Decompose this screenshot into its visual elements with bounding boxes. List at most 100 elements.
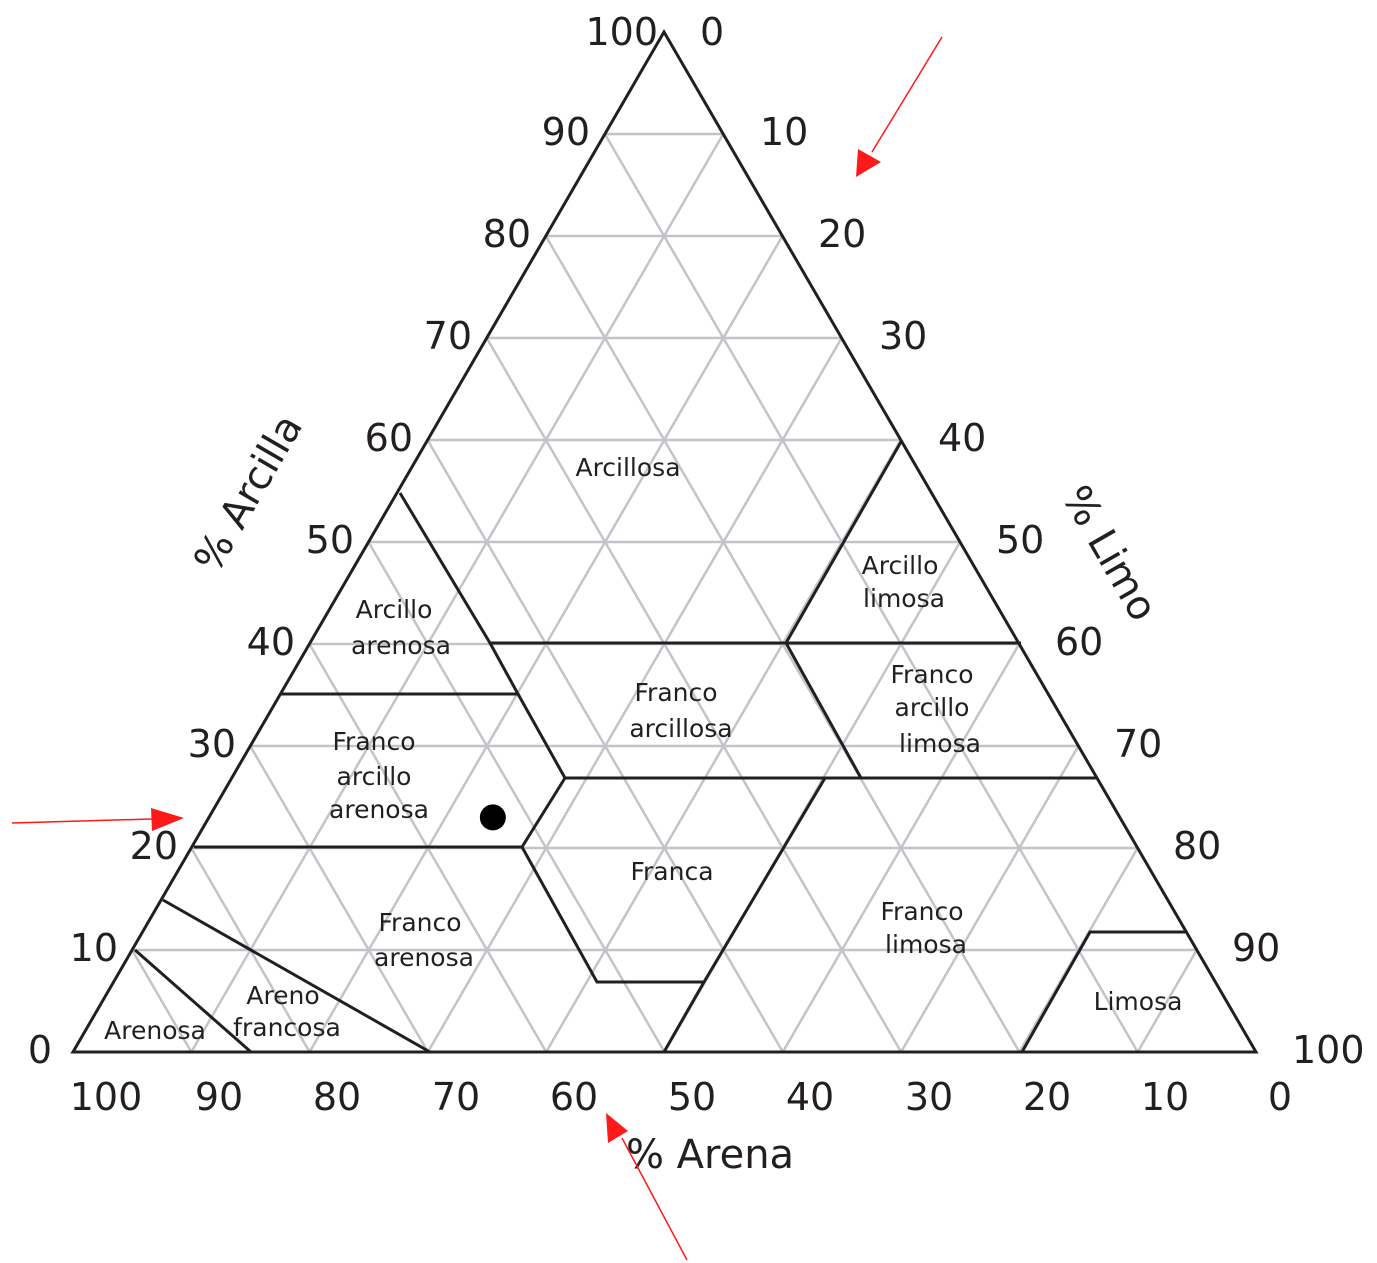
silt-axis-title: % Limo (1052, 478, 1166, 629)
sand-tick: 60 (550, 1075, 598, 1119)
region-arcillosa-line: Arcillosa (575, 453, 680, 482)
boundary-franco-limosa (662, 981, 706, 1053)
grid-line-silt (190, 133, 725, 1053)
boundary-franco-arenosa (162, 898, 431, 1054)
silt-tick: 30 (879, 314, 927, 358)
region-franco-arenosa-line: Franco (379, 908, 462, 937)
boundary-franco-arcillosa (516, 693, 1098, 780)
class-boundaries (134, 439, 1187, 1054)
silt-ticks: 0 10 20 30 40 50 60 70 80 90 100 (700, 10, 1365, 1072)
region-franco-arcillo-limosa-line: limosa (899, 729, 981, 758)
region-franca: Franca (630, 857, 713, 886)
grid-line-sand (249, 745, 429, 1053)
sand-tick: 80 (313, 1075, 361, 1119)
red-arrows (11, 36, 943, 1261)
region-franco-arcillo-arenosa: Franco arcillo arenosa (329, 727, 429, 824)
sand-tick: 20 (1023, 1075, 1071, 1119)
silt-tick: 100 (1292, 1028, 1365, 1072)
clay-tick: 40 (247, 620, 295, 664)
clay-ticks: 0 10 20 30 40 50 60 70 80 90 100 (28, 10, 658, 1072)
region-limosa: Limosa (1094, 987, 1183, 1016)
grid-line-sand (131, 949, 193, 1053)
region-franco-limosa-line: Franco (881, 897, 964, 926)
grid-line-sand (603, 133, 1139, 1053)
region-arcillo-limosa: Arcillo limosa (862, 551, 947, 613)
clay-tick: 90 (542, 110, 590, 154)
region-franco-arcillosa: Franco arcillosa (629, 678, 732, 743)
sand-tick: 0 (1268, 1075, 1292, 1119)
silt-tick: 70 (1114, 722, 1162, 766)
region-arcillo-arenosa-line: arenosa (351, 631, 451, 660)
grid-line-sand (367, 541, 666, 1053)
region-franco-arcillo-limosa-line: Franco (891, 660, 974, 689)
sand-tick: 40 (786, 1075, 834, 1119)
boundary-limosa (1020, 930, 1187, 1053)
sand-ticks: 100 90 80 70 60 50 40 30 20 10 0 (70, 1075, 1292, 1119)
region-franco-arcillo-arenosa-line: arenosa (329, 795, 429, 824)
silt-tick: 90 (1232, 926, 1280, 970)
region-arenosa: Arenosa (104, 1016, 206, 1045)
region-franco-arcillo-limosa: Franco arcillo limosa (891, 660, 982, 758)
grid-line-silt (426, 337, 843, 1053)
region-franco-arenosa-line: arenosa (374, 943, 474, 972)
region-franco-arcillosa-line: arcillosa (629, 714, 732, 743)
region-labels: Arcillosa Arcillo limosa Arcillo arenosa… (104, 453, 1182, 1045)
sample-point-marker (479, 804, 506, 831)
grid-lines (131, 132, 1198, 1053)
region-areno-francosa: Areno francosa (233, 981, 341, 1042)
region-franco-arenosa: Franco arenosa (374, 908, 474, 972)
region-franco-arcillosa-line: Franco (635, 678, 718, 707)
boundary-franca (520, 777, 827, 984)
arrow-sand (606, 1113, 688, 1261)
grid-line-sand (485, 337, 903, 1053)
region-arcillo-arenosa-line: Arcillo (356, 595, 433, 624)
clay-tick: 50 (306, 518, 354, 562)
region-franco-arcillo-limosa-line: arcillo (895, 693, 970, 722)
silt-tick: 20 (818, 212, 866, 256)
silt-tick: 0 (700, 10, 724, 54)
arrow-silt (856, 36, 943, 177)
grid-line-silt (1136, 949, 1198, 1053)
silt-tick: 10 (760, 110, 808, 154)
region-franco-limosa: Franco limosa (881, 897, 972, 959)
region-franco-arcillo-arenosa-line: Franco (333, 727, 416, 756)
region-arenosa-line: Arenosa (104, 1016, 206, 1045)
sand-tick: 10 (1141, 1075, 1189, 1119)
silt-tick: 50 (996, 518, 1044, 562)
clay-tick: 0 (28, 1028, 52, 1072)
silt-tick: 40 (938, 416, 986, 460)
region-arcillo-arenosa: Arcillo arenosa (351, 595, 451, 660)
clay-tick: 70 (424, 314, 472, 358)
boundary-franco-arcillo-limosa (784, 642, 863, 779)
boundary-arcillosa (398, 439, 904, 645)
sand-tick: 90 (195, 1075, 243, 1119)
region-limosa-line: Limosa (1094, 987, 1183, 1016)
boundary-areno-francosa (134, 948, 252, 1054)
grid-line-silt (900, 745, 1080, 1053)
region-arcillo-limosa-line: limosa (863, 584, 945, 613)
sand-tick: 30 (905, 1075, 953, 1119)
clay-tick: 10 (70, 926, 118, 970)
clay-tick: 60 (365, 416, 413, 460)
clay-tick: 80 (483, 212, 531, 256)
grid-line-silt (781, 643, 1021, 1053)
clay-tick: 100 (585, 10, 658, 54)
sand-tick: 70 (432, 1075, 480, 1119)
region-arcillosa: Arcillosa (575, 453, 680, 482)
sand-axis-title: % Arena (626, 1132, 794, 1178)
sand-tick: 50 (668, 1075, 716, 1119)
clay-tick: 30 (188, 722, 236, 766)
silt-tick: 60 (1055, 620, 1103, 664)
region-franco-limosa-line: limosa (885, 930, 967, 959)
region-areno-francosa-line: Areno (246, 981, 319, 1010)
region-areno-francosa-line: francosa (233, 1013, 341, 1042)
sand-tick: 100 (70, 1075, 143, 1119)
clay-tick: 20 (130, 824, 178, 868)
region-franca-line: Franca (630, 857, 713, 886)
region-franco-arcillo-arenosa-line: arcillo (337, 762, 412, 791)
arrow-clay (11, 808, 184, 831)
clay-axis-title: % Arcilla (185, 407, 312, 580)
silt-tick: 80 (1173, 824, 1221, 868)
region-arcillo-limosa-line: Arcillo (862, 551, 939, 580)
